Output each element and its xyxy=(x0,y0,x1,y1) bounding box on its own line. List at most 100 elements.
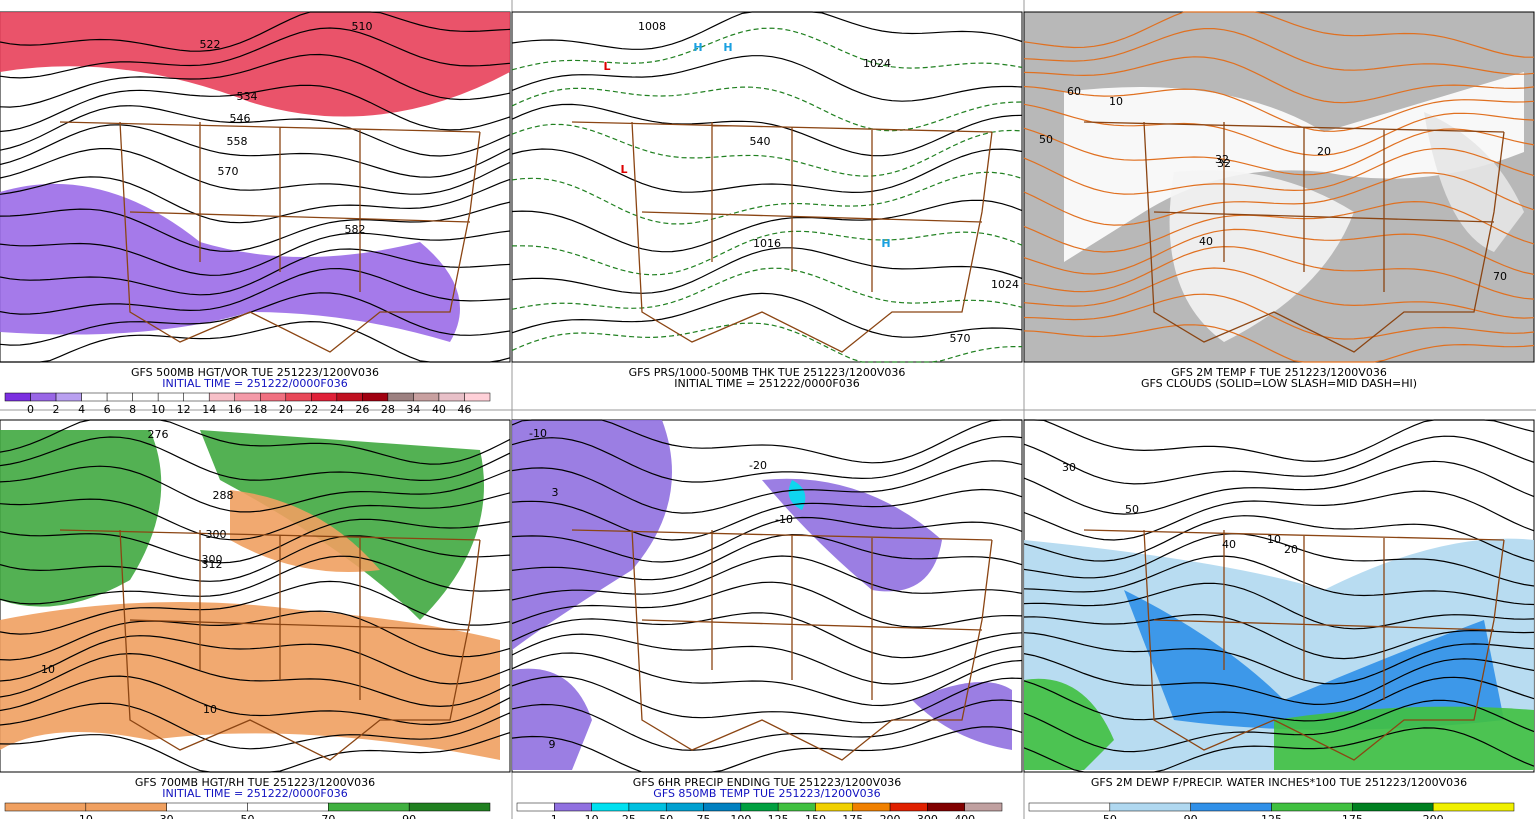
colorbar-swatch xyxy=(628,802,667,812)
colorbar-swatch xyxy=(413,392,440,402)
colorbar-swatch xyxy=(336,392,363,402)
map-label: 10 xyxy=(1109,95,1123,108)
contour xyxy=(1023,56,1535,104)
colorbar-label: 26 xyxy=(355,403,369,416)
contour xyxy=(1023,293,1535,340)
colorbar-swatch xyxy=(260,392,287,402)
colorbar-label: 70 xyxy=(321,813,335,819)
map-label: L xyxy=(603,60,610,73)
contour xyxy=(0,84,511,133)
colorbar-swatch xyxy=(85,802,167,812)
contour xyxy=(0,555,511,605)
map-label: L xyxy=(620,163,627,176)
colorbar-label: 50 xyxy=(659,813,673,819)
colorbar-swatch xyxy=(777,802,816,812)
field-shading xyxy=(912,682,1012,750)
contour xyxy=(0,248,511,296)
colorbar-swatch xyxy=(247,802,329,812)
map-label: 1024 xyxy=(863,57,891,70)
colorbar-label: 50 xyxy=(1103,813,1117,819)
contour xyxy=(511,675,1023,724)
colorbar-swatch xyxy=(1109,802,1191,812)
map-label: 570 xyxy=(950,332,971,345)
contour xyxy=(511,292,1023,338)
caption: GFS 500MB HGT/VOR TUE 251223/1200V036 xyxy=(131,366,379,379)
map-label: 3 xyxy=(552,486,559,499)
contour xyxy=(0,492,511,541)
contour xyxy=(511,86,1023,132)
caption: GFS 2M DEWP F/PRECIP. WATER INCHES*100 T… xyxy=(1091,776,1467,789)
caption: GFS 6HR PRECIP ENDING TUE 251223/1200V03… xyxy=(633,776,901,789)
colorbar-swatch xyxy=(408,802,491,812)
map-label: 288 xyxy=(213,489,234,502)
colorbar-swatch xyxy=(132,392,159,402)
colorbar-swatch xyxy=(516,802,555,812)
contour xyxy=(0,580,511,635)
colorbar-swatch xyxy=(1271,802,1353,812)
map-label: 1016 xyxy=(753,237,781,250)
colorbar-swatch xyxy=(55,392,82,402)
map-label: 20 xyxy=(1317,145,1331,158)
map-label: 510 xyxy=(352,20,373,33)
panel: 1008 1024 1016 540 570 1024 L L H H H GFS PRS/1000-… xyxy=(511,11,1023,390)
field-shading xyxy=(512,668,592,770)
map-label: -20 xyxy=(749,459,767,472)
colorbar-label: 12 xyxy=(177,403,191,416)
contour xyxy=(511,516,1023,563)
contour xyxy=(0,201,511,252)
colorbar-swatch xyxy=(703,802,742,812)
colorbar-label: 125 xyxy=(1261,813,1282,819)
colorbar-swatch xyxy=(1432,802,1515,812)
contour xyxy=(511,171,1023,225)
contour xyxy=(1023,172,1535,226)
contour xyxy=(1023,653,1535,706)
contour xyxy=(511,11,1023,50)
map-label: 1024 xyxy=(991,278,1019,291)
colorbar-label: 8 xyxy=(129,403,136,416)
colorbar-label: 28 xyxy=(381,403,395,416)
contour xyxy=(511,199,1023,253)
colorbar-swatch xyxy=(4,802,87,812)
contour xyxy=(1023,460,1535,515)
map-label: 534 xyxy=(237,90,258,103)
colorbar-label: 1 xyxy=(551,813,558,819)
colorbar-swatch xyxy=(1028,802,1111,812)
contour xyxy=(0,702,511,750)
colorbar-label: 175 xyxy=(1342,813,1363,819)
map-label: 300 xyxy=(206,528,227,541)
contour xyxy=(0,465,511,513)
contour xyxy=(1023,582,1535,630)
contour xyxy=(0,535,511,582)
contour xyxy=(0,27,511,79)
contour xyxy=(1023,676,1535,722)
contour xyxy=(511,148,1023,194)
map-label: 10 xyxy=(41,663,55,676)
contour xyxy=(1023,613,1535,660)
colorbar-label: 2 xyxy=(53,403,60,416)
map-label: 40 xyxy=(1222,538,1236,551)
field-shading xyxy=(1024,678,1114,770)
contour xyxy=(511,103,1023,157)
map-label: 582 xyxy=(345,223,366,236)
map-label: 10 xyxy=(203,703,217,716)
contour xyxy=(511,460,1023,514)
panel: -10 -20 9 3 -10 GFS 6HR PRECIP ENDING TUE 251… xyxy=(511,419,1023,819)
field-shading xyxy=(762,478,942,592)
field-shading xyxy=(1064,72,1524,262)
map-label: 312 xyxy=(202,558,223,571)
caption: INITIAL TIME = 251222/0000F036 xyxy=(162,377,347,390)
contour xyxy=(0,518,511,564)
map-label: 522 xyxy=(200,38,221,51)
colorbar-label: 90 xyxy=(1184,813,1198,819)
colorbar-swatch xyxy=(328,802,410,812)
map-label: 60 xyxy=(1067,85,1081,98)
field-shading xyxy=(0,12,510,117)
field-shading xyxy=(0,430,162,607)
colorbar-label: 30 xyxy=(160,813,174,819)
contour xyxy=(511,652,1023,707)
contour xyxy=(1023,727,1535,773)
contour xyxy=(511,533,1023,581)
contour xyxy=(1023,515,1535,562)
map-label: 540 xyxy=(750,135,771,148)
